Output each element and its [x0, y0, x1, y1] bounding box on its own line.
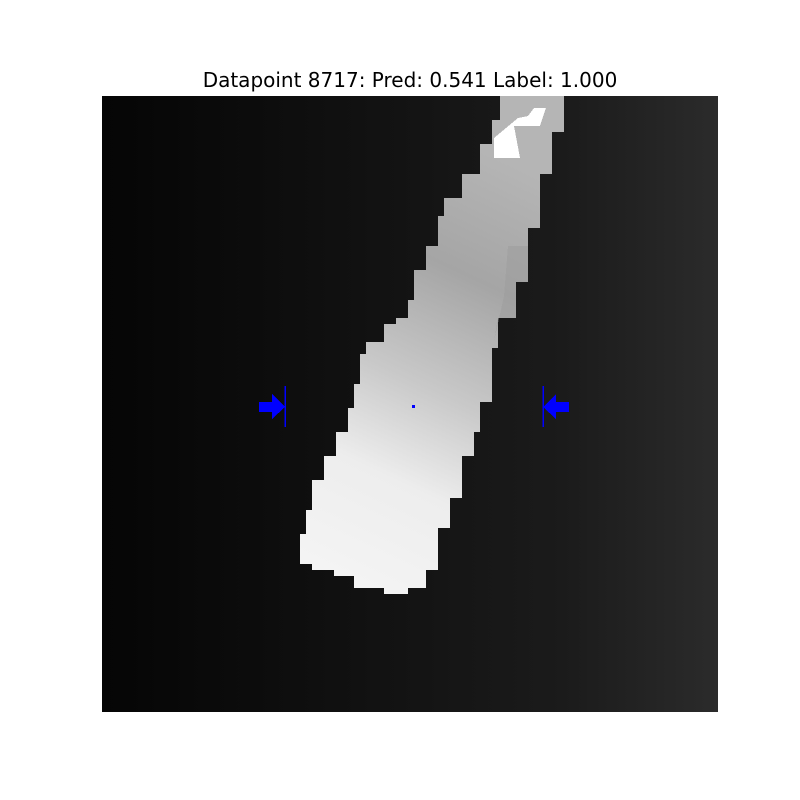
- grasp-marker: [259, 386, 569, 427]
- grasp-center-point: [412, 405, 415, 408]
- grasp-left-arrow-icon: [259, 394, 285, 419]
- grasp-right-arrow-icon: [543, 394, 569, 419]
- depth-object: [300, 96, 564, 594]
- figure-title: Datapoint 8717: Pred: 0.541 Label: 1.000: [202, 68, 618, 92]
- depth-image-panel: [102, 96, 718, 712]
- object-highlight: [494, 108, 546, 158]
- object-shadow-band: [494, 246, 528, 341]
